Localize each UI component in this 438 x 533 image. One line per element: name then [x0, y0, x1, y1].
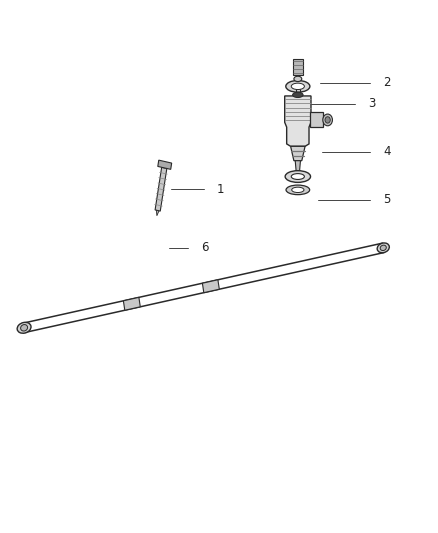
Ellipse shape: [17, 322, 31, 333]
Bar: [293, 59, 303, 75]
Bar: [202, 280, 219, 293]
Text: 4: 4: [383, 146, 391, 158]
Ellipse shape: [380, 245, 386, 251]
Ellipse shape: [377, 243, 389, 253]
Ellipse shape: [285, 171, 311, 182]
Ellipse shape: [21, 325, 28, 331]
Bar: [124, 297, 140, 310]
Text: 3: 3: [368, 98, 375, 110]
Polygon shape: [158, 160, 172, 169]
Polygon shape: [285, 96, 311, 147]
Text: 1: 1: [217, 183, 224, 196]
Ellipse shape: [293, 92, 303, 98]
Ellipse shape: [291, 174, 304, 180]
Text: 2: 2: [383, 76, 391, 89]
Ellipse shape: [325, 117, 330, 123]
Polygon shape: [291, 147, 305, 161]
Ellipse shape: [291, 83, 304, 90]
Polygon shape: [156, 210, 159, 216]
Ellipse shape: [286, 80, 310, 92]
Ellipse shape: [294, 76, 302, 82]
Ellipse shape: [286, 185, 310, 195]
Polygon shape: [295, 161, 300, 173]
Text: 6: 6: [201, 241, 209, 254]
Polygon shape: [155, 167, 167, 211]
Bar: [310, 112, 323, 127]
Ellipse shape: [292, 187, 304, 192]
Ellipse shape: [323, 114, 332, 126]
Text: 5: 5: [383, 193, 391, 206]
